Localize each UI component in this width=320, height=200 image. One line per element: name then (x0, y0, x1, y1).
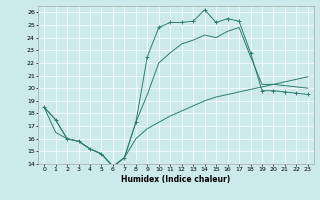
X-axis label: Humidex (Indice chaleur): Humidex (Indice chaleur) (121, 175, 231, 184)
